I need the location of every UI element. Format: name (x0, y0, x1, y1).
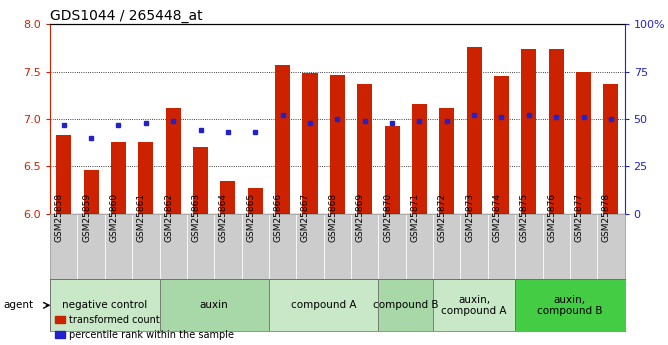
Bar (521, 49, 536, 345)
Bar (50, 214, 77, 279)
Bar (77, 214, 105, 279)
Bar (440, 108, 454, 345)
Bar (324, 214, 351, 279)
Text: GDS1044 / 265448_at: GDS1044 / 265448_at (50, 9, 202, 23)
Text: GSM25877: GSM25877 (574, 193, 584, 242)
Text: auxin,
compound B: auxin, compound B (537, 295, 603, 316)
Bar (220, 181, 235, 345)
Text: GSM25870: GSM25870 (383, 193, 392, 242)
Bar (56, 135, 71, 345)
Bar (542, 214, 570, 279)
Bar (105, 214, 132, 279)
Bar (187, 214, 214, 279)
Bar (433, 214, 460, 279)
Text: auxin,
compound A: auxin, compound A (442, 295, 507, 316)
Text: GSM25862: GSM25862 (164, 193, 173, 242)
Bar (330, 75, 345, 345)
Bar (488, 214, 515, 279)
Bar (248, 188, 263, 345)
Legend: transformed count, percentile rank within the sample: transformed count, percentile rank withi… (55, 315, 234, 340)
Bar (460, 214, 488, 279)
Text: GSM25875: GSM25875 (520, 193, 529, 242)
Bar (166, 108, 181, 345)
Bar (132, 214, 160, 279)
Text: GSM25872: GSM25872 (438, 193, 447, 242)
Bar (515, 214, 542, 279)
Bar (214, 214, 242, 279)
Text: GSM25876: GSM25876 (547, 193, 556, 242)
Text: GSM25866: GSM25866 (274, 193, 283, 242)
Bar (160, 214, 187, 279)
Text: GSM25860: GSM25860 (110, 193, 118, 242)
Text: negative control: negative control (62, 300, 148, 310)
Text: compound A: compound A (291, 300, 357, 310)
Text: GSM25859: GSM25859 (82, 193, 91, 242)
Text: GSM25873: GSM25873 (465, 193, 474, 242)
Bar (494, 76, 509, 345)
Bar (603, 84, 619, 345)
Bar (597, 214, 625, 279)
Text: GSM25858: GSM25858 (55, 193, 63, 242)
Text: GSM25878: GSM25878 (602, 193, 611, 242)
Bar (84, 170, 99, 345)
Bar (385, 126, 399, 345)
Bar (351, 214, 378, 279)
Text: GSM25868: GSM25868 (329, 193, 337, 242)
Bar (515, 279, 625, 331)
Bar (378, 214, 405, 279)
Bar (138, 142, 154, 345)
Bar (275, 65, 290, 345)
Text: GSM25874: GSM25874 (492, 193, 502, 242)
Bar (548, 49, 564, 345)
Bar (412, 104, 427, 345)
Bar (269, 279, 378, 331)
Bar (570, 214, 597, 279)
Text: GSM25863: GSM25863 (192, 193, 200, 242)
Text: auxin: auxin (200, 300, 228, 310)
Bar (303, 73, 317, 345)
Text: GSM25865: GSM25865 (246, 193, 255, 242)
Bar (357, 84, 372, 345)
Bar (297, 214, 324, 279)
Text: GSM25867: GSM25867 (301, 193, 310, 242)
Bar (405, 214, 433, 279)
Bar (269, 214, 297, 279)
Text: GSM25864: GSM25864 (219, 193, 228, 242)
Bar (433, 279, 515, 331)
Text: compound B: compound B (373, 300, 438, 310)
Bar (193, 147, 208, 345)
Bar (242, 214, 269, 279)
Bar (378, 279, 433, 331)
Bar (111, 142, 126, 345)
Bar (160, 279, 269, 331)
Text: GSM25869: GSM25869 (355, 193, 365, 242)
Bar (50, 279, 160, 331)
Bar (576, 71, 591, 345)
Bar (466, 47, 482, 345)
Text: GSM25861: GSM25861 (137, 193, 146, 242)
Text: agent: agent (3, 300, 33, 310)
Text: GSM25871: GSM25871 (410, 193, 420, 242)
